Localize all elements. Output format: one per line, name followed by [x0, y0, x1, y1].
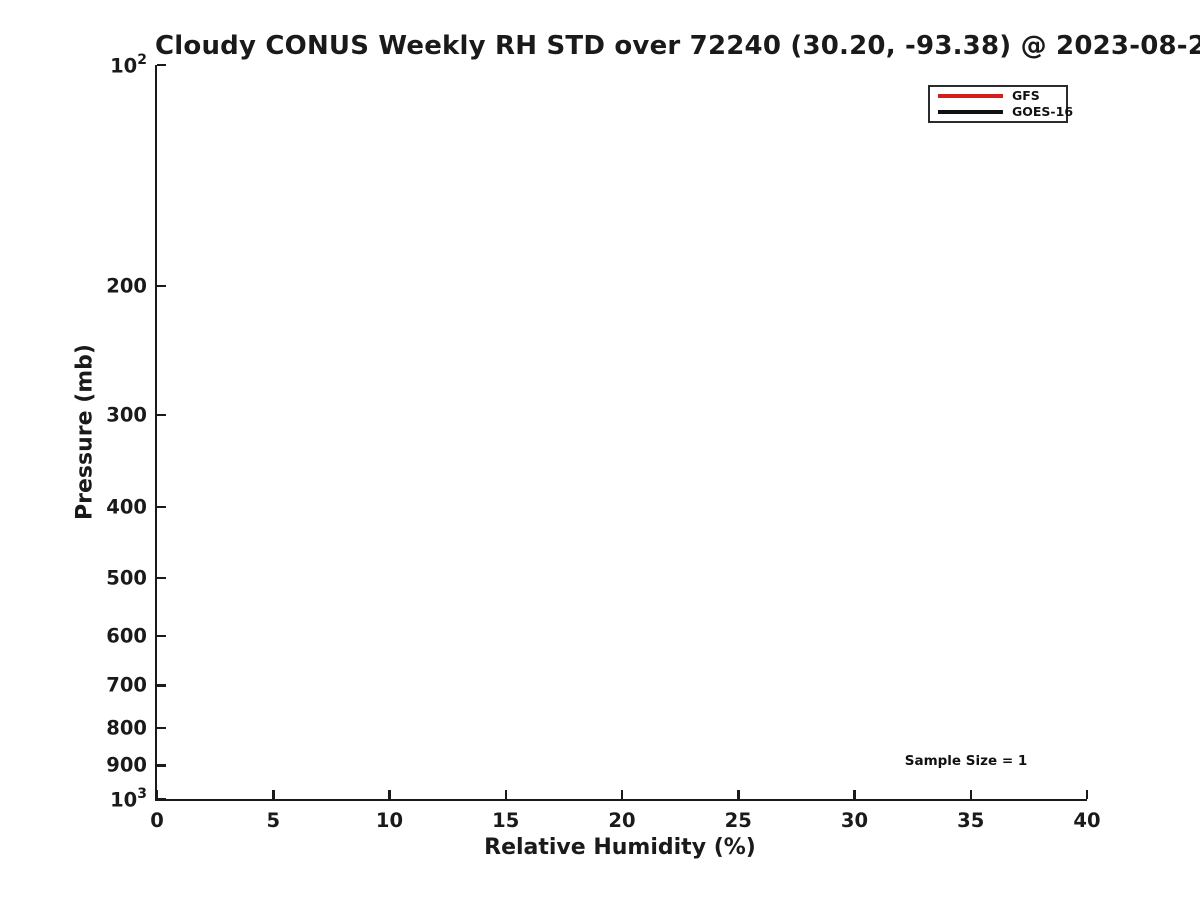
x-tick-label: 15 [492, 809, 520, 832]
y-tick-label: 900 [106, 753, 147, 777]
x-tick [969, 790, 972, 799]
x-tick-label: 0 [150, 809, 164, 832]
y-tick-label: 300 [106, 403, 147, 427]
y-tick [157, 764, 166, 767]
legend-label: GFS [1012, 87, 1040, 103]
legend-row: GOES-16 [938, 105, 1073, 119]
y-tick [157, 726, 166, 730]
y-tick [157, 684, 166, 687]
y-tick-label: 600 [106, 624, 147, 648]
y-tick [157, 505, 166, 509]
y-tick-label: 102 [110, 52, 147, 78]
y-tick [157, 576, 166, 580]
x-tick [1085, 790, 1089, 799]
y-axis-label: Pressure (mb) [72, 344, 98, 520]
x-tick [737, 790, 740, 799]
x-tick [504, 790, 507, 799]
x-tick [272, 790, 275, 799]
y-tick [157, 634, 166, 638]
legend-row: GFS [938, 87, 1066, 103]
y-tick-label: 103 [110, 786, 147, 812]
x-tick-label: 25 [724, 809, 752, 832]
y-tick [157, 797, 166, 801]
x-tick [388, 790, 391, 799]
y-tick-label: 400 [106, 495, 147, 519]
series-layer [157, 65, 1087, 799]
plot-area: 0 5 10 15 20 25 30 35 40 102 200 300 400 500 600 700 800… [106, 53, 1100, 830]
y-tick-label: 200 [106, 274, 147, 298]
y-tick-label: 700 [106, 673, 147, 697]
x-tick-label: 10 [375, 809, 404, 832]
sample-size-annotation: Sample Size = 1 [904, 753, 1028, 769]
legend-line-swatch [938, 94, 1003, 98]
x-tick [155, 790, 159, 799]
x-tick-label: 20 [608, 809, 636, 832]
chart-title: Cloudy CONUS Weekly RH STD over 72240 (3… [155, 31, 1200, 61]
legend-label: GOES-16 [1012, 103, 1074, 119]
x-tick [620, 790, 624, 799]
y-tick-label: 500 [106, 566, 147, 590]
x-tick-label: 40 [1073, 809, 1101, 832]
legend: GFS GOES-16 [928, 85, 1073, 123]
legend-line-swatch [938, 110, 1003, 114]
x-tick-label: 30 [840, 809, 869, 832]
x-axis-label: Relative Humidity (%) [484, 835, 756, 860]
y-tick-label: 800 [106, 716, 147, 740]
x-tick-label: 5 [266, 809, 281, 832]
x-tick [853, 790, 856, 799]
x-tick-label: 35 [957, 809, 985, 832]
y-tick [157, 63, 166, 67]
y-tick [157, 284, 166, 288]
y-tick [157, 413, 166, 417]
